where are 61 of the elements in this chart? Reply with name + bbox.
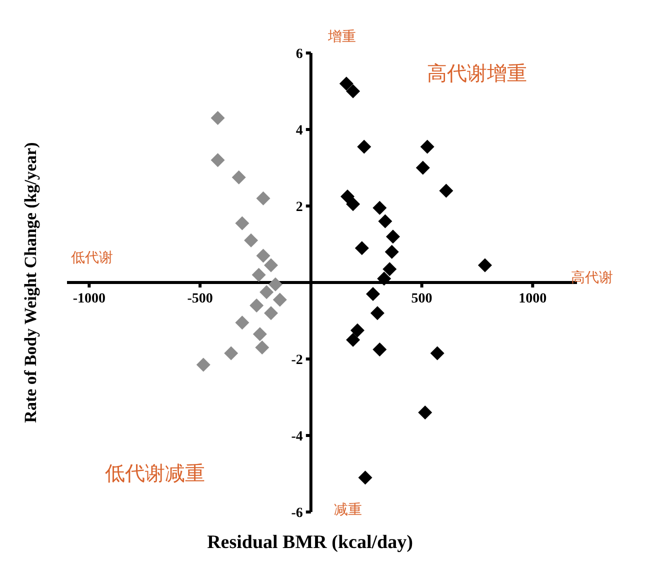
y-tick-label: 4 xyxy=(296,124,303,138)
y-tick-label: -2 xyxy=(291,353,303,368)
y-tick-label: -4 xyxy=(291,430,303,444)
point xyxy=(416,160,430,175)
annotation: 低代谢 xyxy=(71,250,113,266)
x-axis-title: Residual BMR (kcal/day) xyxy=(207,532,413,553)
point xyxy=(382,262,397,276)
point xyxy=(339,76,354,91)
point xyxy=(430,346,444,360)
point xyxy=(210,111,225,126)
point xyxy=(264,306,278,320)
point xyxy=(384,244,399,259)
point xyxy=(354,241,369,256)
point xyxy=(252,268,266,282)
annotation: 高代谢增重 xyxy=(427,61,527,85)
point xyxy=(224,346,238,360)
point xyxy=(272,292,287,307)
point xyxy=(357,140,372,154)
point xyxy=(386,230,400,244)
point xyxy=(256,248,270,263)
point xyxy=(346,84,360,98)
point xyxy=(256,191,270,206)
point xyxy=(252,327,267,342)
point xyxy=(264,258,278,272)
point xyxy=(350,323,364,338)
point xyxy=(346,332,360,347)
annotation: 低代谢减重 xyxy=(105,461,205,485)
point xyxy=(244,233,258,248)
x-tick-label: -1000 xyxy=(72,292,106,306)
point xyxy=(377,272,392,286)
y-tick-label: 6 xyxy=(296,47,303,62)
y-tick-label: -6 xyxy=(291,506,303,521)
text: 增重 xyxy=(327,29,356,45)
point xyxy=(372,200,387,215)
x-tick-label: -500 xyxy=(187,292,213,306)
point xyxy=(340,189,354,204)
point xyxy=(260,285,274,300)
point xyxy=(346,197,360,212)
annotation: 高代谢 xyxy=(571,270,613,286)
y-axis-title: Rate of Body Weight Change (kg/year) xyxy=(21,142,40,423)
point xyxy=(255,340,270,355)
point xyxy=(370,306,384,320)
point xyxy=(210,153,225,168)
x-tick-label: 1000 xyxy=(518,292,547,306)
point xyxy=(378,214,392,228)
point xyxy=(420,140,434,154)
point xyxy=(358,470,372,485)
point xyxy=(232,170,246,184)
point xyxy=(250,298,264,312)
point xyxy=(372,342,387,356)
x-tick-label: 500 xyxy=(411,292,432,306)
point xyxy=(439,184,454,198)
point xyxy=(418,406,432,420)
point xyxy=(235,316,250,330)
point xyxy=(268,277,282,292)
point xyxy=(478,258,492,272)
point xyxy=(196,358,210,372)
y-tick-label: 2 xyxy=(296,200,303,215)
point xyxy=(366,286,380,301)
annotation: 减重 xyxy=(334,502,362,518)
point xyxy=(235,216,250,230)
